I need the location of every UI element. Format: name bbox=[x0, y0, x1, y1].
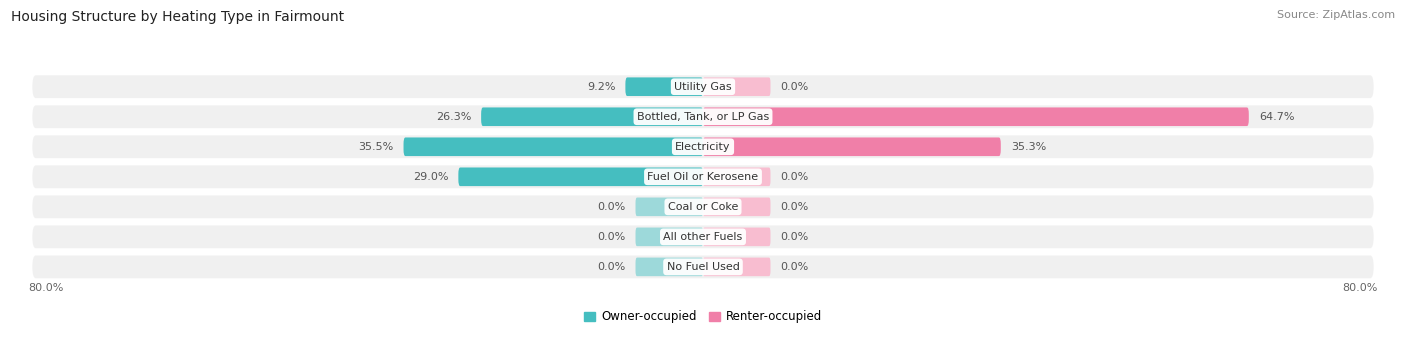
FancyBboxPatch shape bbox=[636, 258, 703, 276]
FancyBboxPatch shape bbox=[636, 198, 703, 216]
Text: 35.5%: 35.5% bbox=[359, 142, 394, 152]
FancyBboxPatch shape bbox=[703, 137, 1001, 156]
Text: Housing Structure by Heating Type in Fairmount: Housing Structure by Heating Type in Fai… bbox=[11, 10, 344, 24]
Text: Bottled, Tank, or LP Gas: Bottled, Tank, or LP Gas bbox=[637, 112, 769, 122]
Text: 0.0%: 0.0% bbox=[598, 232, 626, 242]
Text: 0.0%: 0.0% bbox=[780, 232, 808, 242]
FancyBboxPatch shape bbox=[404, 137, 703, 156]
FancyBboxPatch shape bbox=[636, 227, 703, 246]
Text: Fuel Oil or Kerosene: Fuel Oil or Kerosene bbox=[647, 172, 759, 182]
Text: All other Fuels: All other Fuels bbox=[664, 232, 742, 242]
Text: 0.0%: 0.0% bbox=[780, 202, 808, 212]
FancyBboxPatch shape bbox=[703, 168, 770, 186]
FancyBboxPatch shape bbox=[32, 225, 1374, 248]
FancyBboxPatch shape bbox=[481, 107, 703, 126]
FancyBboxPatch shape bbox=[703, 198, 770, 216]
Text: 0.0%: 0.0% bbox=[780, 172, 808, 182]
Text: 35.3%: 35.3% bbox=[1011, 142, 1046, 152]
Text: 64.7%: 64.7% bbox=[1258, 112, 1295, 122]
Text: 0.0%: 0.0% bbox=[598, 202, 626, 212]
Text: 0.0%: 0.0% bbox=[780, 82, 808, 92]
FancyBboxPatch shape bbox=[32, 255, 1374, 278]
FancyBboxPatch shape bbox=[458, 168, 703, 186]
FancyBboxPatch shape bbox=[32, 75, 1374, 98]
FancyBboxPatch shape bbox=[32, 195, 1374, 218]
FancyBboxPatch shape bbox=[703, 227, 770, 246]
FancyBboxPatch shape bbox=[703, 258, 770, 276]
FancyBboxPatch shape bbox=[32, 105, 1374, 128]
FancyBboxPatch shape bbox=[703, 78, 770, 96]
Text: Source: ZipAtlas.com: Source: ZipAtlas.com bbox=[1277, 10, 1395, 20]
FancyBboxPatch shape bbox=[703, 107, 1249, 126]
FancyBboxPatch shape bbox=[32, 165, 1374, 188]
Text: 80.0%: 80.0% bbox=[28, 284, 63, 293]
Text: No Fuel Used: No Fuel Used bbox=[666, 262, 740, 272]
FancyBboxPatch shape bbox=[626, 78, 703, 96]
Text: 26.3%: 26.3% bbox=[436, 112, 471, 122]
Text: 0.0%: 0.0% bbox=[598, 262, 626, 272]
Text: Coal or Coke: Coal or Coke bbox=[668, 202, 738, 212]
Text: 9.2%: 9.2% bbox=[586, 82, 616, 92]
Text: 29.0%: 29.0% bbox=[413, 172, 449, 182]
Text: Electricity: Electricity bbox=[675, 142, 731, 152]
Text: 80.0%: 80.0% bbox=[1343, 284, 1378, 293]
Text: 0.0%: 0.0% bbox=[780, 262, 808, 272]
Legend: Owner-occupied, Renter-occupied: Owner-occupied, Renter-occupied bbox=[579, 306, 827, 328]
Text: Utility Gas: Utility Gas bbox=[675, 82, 731, 92]
FancyBboxPatch shape bbox=[32, 135, 1374, 158]
